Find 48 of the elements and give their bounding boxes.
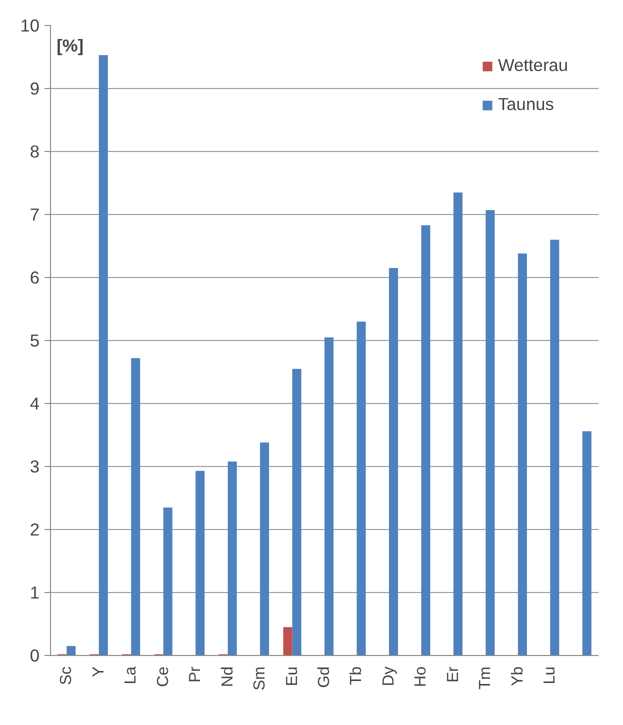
y-tick-label: 9 (30, 78, 40, 98)
x-tick-label: Dy (380, 666, 398, 686)
bar (260, 442, 270, 656)
x-tick-label: Ho (412, 666, 430, 687)
x-tick-label: Eu (284, 666, 301, 686)
y-tick-label: 8 (30, 142, 40, 162)
x-tick-label: Er (444, 666, 462, 682)
x-tick-label: Sc (58, 666, 76, 686)
x-tick-label: Sm (252, 666, 269, 690)
x-tick-label: Nd (219, 666, 236, 687)
x-tick-label: La (122, 666, 140, 684)
bar (388, 268, 398, 656)
y-tick-label: 0 (30, 646, 40, 666)
x-tick-label: Tb (348, 666, 366, 686)
bar (582, 431, 592, 656)
legend-label: Wetterau (498, 55, 568, 76)
x-tick-label: Gd (316, 666, 333, 688)
bar (292, 368, 302, 656)
x-tick-label: Yb (509, 666, 526, 686)
y-axis-title: [%] (56, 36, 84, 56)
bar (453, 192, 462, 656)
legend-label: Taunus (498, 94, 554, 115)
x-tick-label: Y (90, 666, 108, 678)
bar (228, 461, 237, 656)
bar (66, 646, 76, 656)
y-tick-label: 2 (30, 520, 40, 540)
y-tick-label: 6 (30, 268, 40, 288)
bar (196, 470, 205, 656)
x-tick-label: Tm (477, 666, 494, 690)
x-tick-label: Lu (542, 666, 559, 684)
y-tick-label: 1 (30, 582, 40, 602)
y-tick-label: 3 (30, 456, 40, 476)
bar (550, 240, 560, 656)
y-tick-label: 10 (20, 16, 40, 36)
bar (486, 210, 495, 656)
bar (356, 322, 366, 656)
bar (518, 254, 527, 656)
y-tick-label: 5 (30, 330, 40, 350)
bar (98, 55, 108, 656)
bar (163, 507, 172, 656)
y-tick-label: 4 (30, 394, 40, 414)
bar (421, 225, 430, 656)
x-tick-label: Ce (154, 666, 172, 687)
bar (324, 337, 334, 656)
bar (283, 627, 292, 656)
y-tick-label: 7 (30, 204, 40, 224)
x-tick-label: Pr (187, 666, 204, 682)
bar (131, 358, 140, 656)
